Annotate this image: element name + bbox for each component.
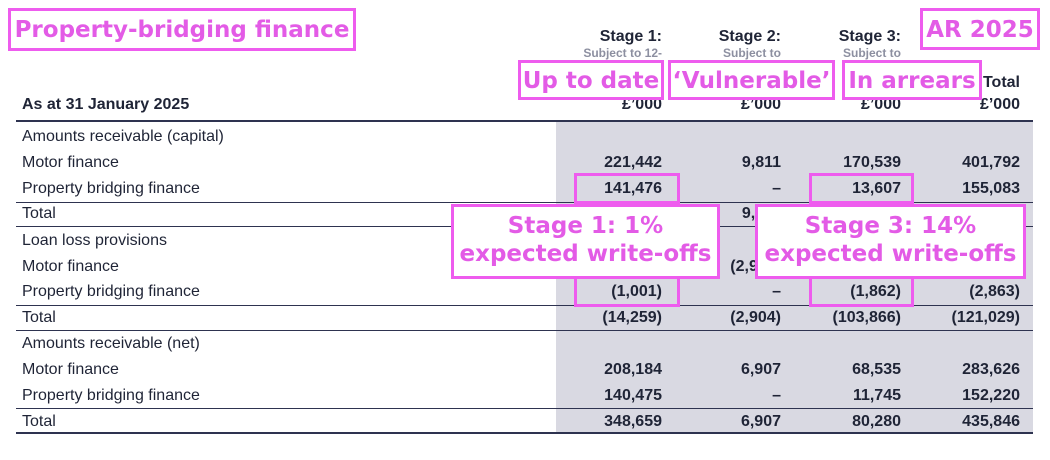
stage2-value: – <box>772 180 781 197</box>
table-row: Property bridging finance 140,475 – 11,7… <box>0 383 1050 409</box>
stage1-callout-line2: expected write-offs <box>459 240 712 267</box>
table-row: Amounts receivable (net) <box>0 331 1050 357</box>
row-label: Property bridging finance <box>22 283 200 300</box>
total-rule-provisions-bottom <box>16 330 1033 331</box>
stage2-annotation: ‘Vulnerable’ <box>668 60 835 100</box>
total-value: (2,863) <box>969 283 1020 300</box>
stage1-header: Stage 1: <box>599 28 662 45</box>
stage1-value: 208,184 <box>604 361 662 378</box>
stage2-header: Stage 2: <box>718 28 781 45</box>
header-rule <box>16 120 1033 122</box>
stage3-value: 68,535 <box>852 361 901 378</box>
total-unit: £’000 <box>979 96 1020 113</box>
row-label: Property bridging finance <box>22 180 200 197</box>
stage3-value: 13,607 <box>852 180 901 197</box>
stage1-writeoff-callout: Stage 1: 1% expected write-offs <box>451 204 720 279</box>
stage3-callout-line1: Stage 3: 14% <box>804 213 977 239</box>
stage3-value: 170,539 <box>843 154 901 171</box>
row-label: Motor finance <box>22 258 119 275</box>
table-row: Motor finance 208,184 6,907 68,535 283,6… <box>0 357 1050 383</box>
table-row: Motor finance 221,442 9,811 170,539 401,… <box>0 150 1050 176</box>
row-label: Loan loss provisions <box>22 232 167 249</box>
stage2-value: 9,811 <box>741 154 781 171</box>
total-value: 155,083 <box>962 180 1020 197</box>
total-header: Total <box>982 74 1020 91</box>
stage1-value: 141,476 <box>604 180 662 197</box>
row-label: Total <box>22 205 56 222</box>
row-label: Amounts receivable (capital) <box>22 128 224 145</box>
title-annotation: Property-bridging finance <box>8 8 356 51</box>
table-row: Total (14,259) (2,904) (103,866) (121,02… <box>0 305 1050 331</box>
stage3-callout-line2: expected write-offs <box>764 240 1017 267</box>
stage2-value: (2,904) <box>730 309 781 326</box>
table-row: Property bridging finance (1,001) – (1,8… <box>0 279 1050 305</box>
stage1-unit: £’000 <box>621 96 662 113</box>
stage3-header: Stage 3: <box>838 28 901 45</box>
row-label: Property bridging finance <box>22 387 200 404</box>
stage1-callout-line1: Stage 1: 1% <box>507 213 664 239</box>
table-row: Property bridging finance 141,476 – 13,6… <box>0 176 1050 202</box>
stage3-value: 80,280 <box>852 413 901 430</box>
highlight-stage3-bridging-capital <box>809 173 914 204</box>
stage3-annotation: In arrears <box>842 60 982 100</box>
stage1-value: (14,259) <box>602 309 662 326</box>
stage2-value: 6,907 <box>740 413 781 430</box>
stage1-value: (1,001) <box>611 283 662 300</box>
table-row: Amounts receivable (capital) <box>0 124 1050 150</box>
total-rule-provisions <box>16 305 1033 306</box>
stage1-value: 348,659 <box>604 413 662 430</box>
row-label: Motor finance <box>22 154 119 171</box>
stage2-value: 6,907 <box>740 361 781 378</box>
table-row: Total 348,659 6,907 80,280 435,846 <box>0 409 1050 435</box>
total-value: 283,626 <box>962 361 1020 378</box>
stage3-value: (1,862) <box>850 283 901 300</box>
total-value: 152,220 <box>962 387 1020 404</box>
row-label: Total <box>22 413 56 430</box>
row-label: Total <box>22 309 56 326</box>
stage1-value: 140,475 <box>604 387 662 404</box>
total-rule-net <box>16 408 1033 409</box>
row-label: Motor finance <box>22 361 119 378</box>
stage3-unit: £’000 <box>860 96 901 113</box>
stage3-subtext: Subject to <box>842 46 901 60</box>
report-annotation: AR 2025 <box>920 8 1040 50</box>
highlight-stage1-bridging-capital <box>574 173 680 204</box>
stage2-subtext: Subject to <box>722 46 781 60</box>
stage1-subtext: Subject to 12- <box>583 46 662 60</box>
stage1-annotation: Up to date <box>518 60 664 100</box>
stage2-unit: £’000 <box>740 96 781 113</box>
stage3-value: (103,866) <box>832 309 902 326</box>
total-value: 401,792 <box>962 154 1020 171</box>
total-value: (121,029) <box>951 309 1021 326</box>
stage2-value: – <box>772 387 781 404</box>
total-rule-capital <box>16 202 1033 203</box>
row-label: Amounts receivable (net) <box>22 335 200 352</box>
stage2-value: – <box>772 283 781 300</box>
table-row: Loan loss provisions <box>0 228 1050 254</box>
stage1-value: 221,442 <box>604 154 662 171</box>
highlight-stage1-bridging-provision <box>574 276 680 307</box>
stage3-writeoff-callout: Stage 3: 14% expected write-offs <box>755 204 1026 279</box>
as-at-date: As at 31 January 2025 <box>22 96 190 113</box>
stage3-value: 11,745 <box>852 387 901 404</box>
highlight-stage3-bridging-provision <box>809 276 914 307</box>
total-value: 435,846 <box>962 413 1020 430</box>
bottom-rule <box>16 432 1033 434</box>
